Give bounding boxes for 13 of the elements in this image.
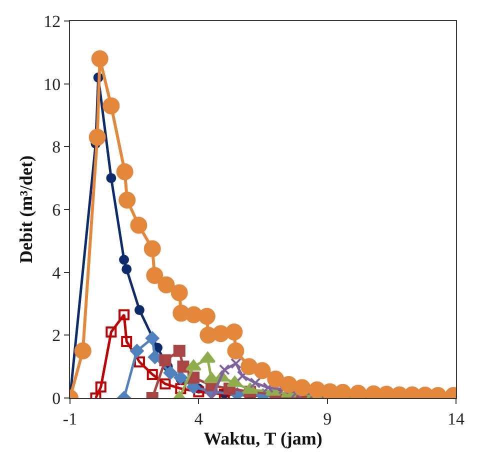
y-tick-label: 0 xyxy=(52,388,61,408)
y-tick-label: 8 xyxy=(52,138,61,157)
y-tick-label: 4 xyxy=(52,263,62,282)
x-tick-label: 14 xyxy=(448,409,465,428)
x-tick-label: 4 xyxy=(194,409,204,428)
x-tick-label: 9 xyxy=(323,409,332,428)
y-tick-label: 10 xyxy=(44,74,61,94)
x-axis-title: Waktu, T (jam) xyxy=(204,428,322,448)
y-tick-label: 2 xyxy=(52,326,61,346)
x-tick-label: -1 xyxy=(62,409,78,428)
y-tick-label: 6 xyxy=(52,200,61,220)
y-axis-title: Debit (m³/det) xyxy=(16,156,36,264)
y-tick-label: 12 xyxy=(44,12,61,31)
